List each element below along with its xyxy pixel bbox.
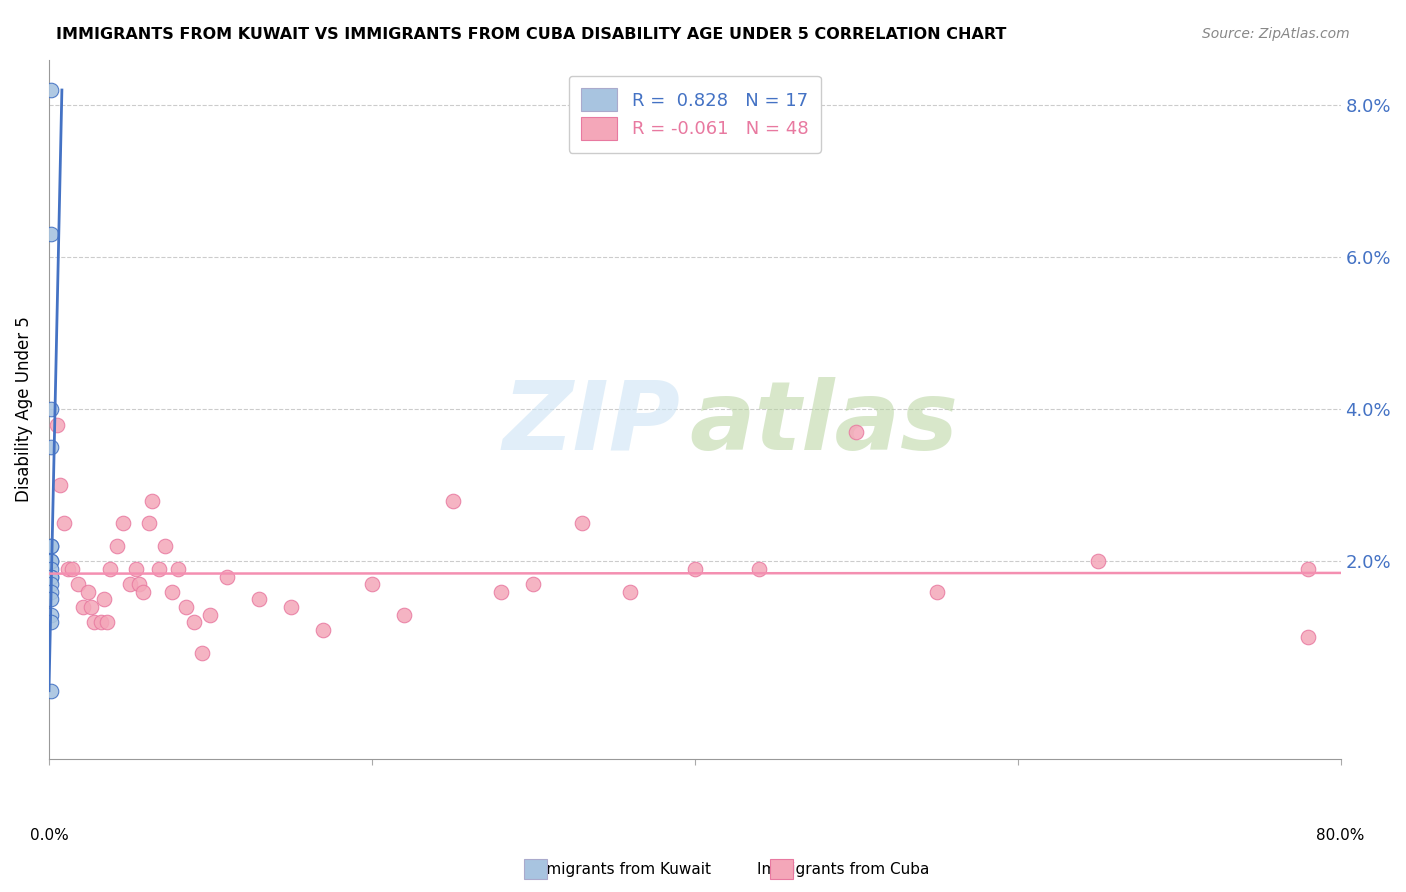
Point	[118, 577, 141, 591]
Point	[39, 562, 62, 576]
Point	[39, 227, 62, 242]
Point	[39, 402, 62, 417]
Point	[39, 554, 62, 568]
Point	[76, 585, 98, 599]
Point	[174, 600, 197, 615]
Point	[39, 83, 62, 97]
Point	[215, 569, 238, 583]
Point	[72, 600, 94, 615]
Legend: R =  0.828   N = 17, R = -0.061   N = 48: R = 0.828 N = 17, R = -0.061 N = 48	[568, 76, 821, 153]
Text: 80.0%: 80.0%	[1316, 828, 1365, 843]
Point	[39, 615, 62, 630]
Point	[845, 425, 868, 440]
Text: Immigrants from Cuba: Immigrants from Cuba	[758, 863, 929, 877]
Point	[60, 562, 83, 576]
Point	[1087, 554, 1109, 568]
Point	[155, 539, 177, 553]
Point	[39, 441, 62, 455]
Point	[39, 569, 62, 583]
Point	[571, 516, 593, 531]
Point	[141, 493, 163, 508]
Point	[98, 562, 121, 576]
Text: 0.0%: 0.0%	[30, 828, 69, 843]
Point	[183, 615, 205, 630]
Point	[39, 554, 62, 568]
Point	[52, 516, 75, 531]
Point	[128, 577, 150, 591]
Point	[39, 607, 62, 622]
Point	[58, 562, 80, 576]
Point	[39, 539, 62, 553]
Point	[39, 539, 62, 553]
Point	[748, 562, 770, 576]
Point	[200, 607, 222, 622]
Point	[39, 683, 62, 698]
Point	[131, 585, 153, 599]
Point	[39, 585, 62, 599]
Point	[247, 592, 270, 607]
Point	[96, 615, 118, 630]
Point	[683, 562, 706, 576]
Point	[392, 607, 415, 622]
Point	[160, 585, 183, 599]
Point	[49, 478, 72, 492]
Point	[105, 539, 128, 553]
Point	[66, 577, 89, 591]
Text: Immigrants from Kuwait: Immigrants from Kuwait	[527, 863, 710, 877]
Y-axis label: Disability Age Under 5: Disability Age Under 5	[15, 317, 32, 502]
Text: Source: ZipAtlas.com: Source: ZipAtlas.com	[1202, 27, 1350, 41]
Point	[112, 516, 135, 531]
Point	[1296, 562, 1319, 576]
Point	[489, 585, 512, 599]
Point	[191, 646, 214, 660]
Point	[46, 417, 69, 432]
Point	[441, 493, 464, 508]
Point	[522, 577, 544, 591]
Text: IMMIGRANTS FROM KUWAIT VS IMMIGRANTS FROM CUBA DISABILITY AGE UNDER 5 CORRELATIO: IMMIGRANTS FROM KUWAIT VS IMMIGRANTS FRO…	[56, 27, 1007, 42]
Point	[167, 562, 190, 576]
Point	[148, 562, 170, 576]
Text: atlas: atlas	[689, 376, 959, 470]
Point	[925, 585, 948, 599]
Point	[138, 516, 160, 531]
Point	[39, 592, 62, 607]
Point	[39, 569, 62, 583]
Point	[90, 615, 112, 630]
Point	[125, 562, 148, 576]
Point	[39, 577, 62, 591]
Text: ZIP: ZIP	[502, 376, 681, 470]
Point	[280, 600, 302, 615]
Point	[80, 600, 103, 615]
Point	[360, 577, 382, 591]
Point	[1296, 631, 1319, 645]
Point	[619, 585, 641, 599]
Point	[83, 615, 105, 630]
Point	[93, 592, 115, 607]
Point	[312, 623, 335, 637]
